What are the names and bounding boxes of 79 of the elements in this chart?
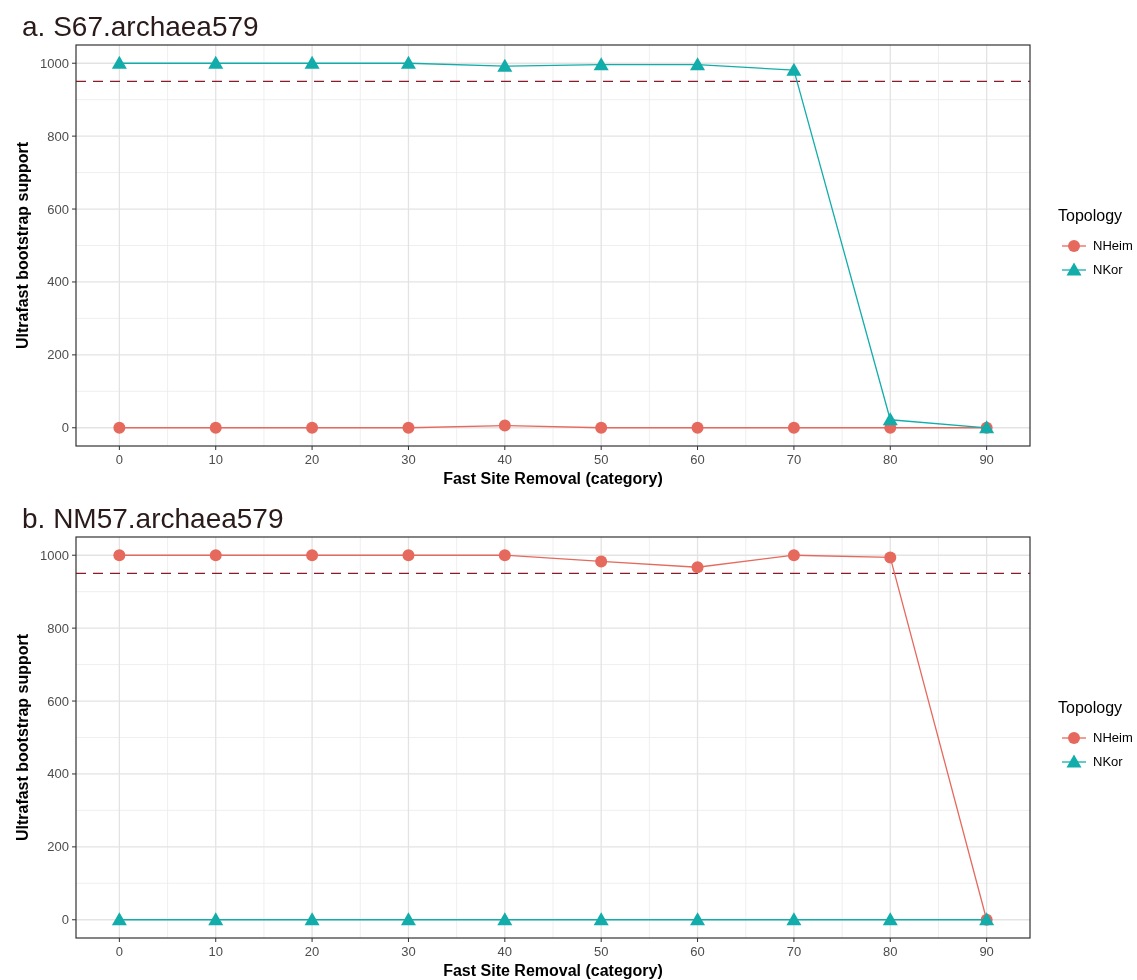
legend-title: Topology: [1058, 699, 1123, 716]
x-tick-label: 90: [979, 944, 994, 959]
y-axis-title: Ultrafast bootstrap support: [14, 141, 31, 350]
x-axis-title: Fast Site Removal (category): [443, 962, 663, 979]
point: [787, 421, 800, 434]
point: [884, 551, 897, 564]
y-tick-label: 400: [47, 766, 69, 782]
point: [113, 549, 126, 562]
point: [498, 549, 511, 562]
x-tick-label: 20: [304, 452, 320, 467]
point: [786, 912, 802, 926]
y-tick-label: 600: [47, 201, 69, 217]
point: [306, 549, 319, 562]
legend-label: NHeim: [1093, 730, 1133, 745]
point: [882, 912, 898, 926]
point: [690, 57, 706, 71]
point: [691, 421, 704, 434]
point: [400, 55, 416, 69]
x-tick-label: 60: [690, 452, 705, 467]
x-tick-label: 50: [593, 944, 609, 959]
point: [498, 419, 511, 432]
point: [691, 561, 704, 574]
y-tick-label: 0: [61, 420, 69, 436]
point: [786, 62, 802, 76]
point: [787, 549, 800, 562]
point: [595, 555, 608, 568]
point: [402, 421, 415, 434]
legend-label: NKor: [1093, 262, 1124, 277]
x-axis-title: Fast Site Removal (category): [443, 470, 663, 487]
x-tick-label: 60: [690, 944, 705, 959]
y-tick-label: 0: [61, 912, 69, 928]
point: [595, 421, 608, 434]
point: [497, 58, 513, 72]
x-tick-label: 0: [115, 452, 123, 467]
point: [209, 549, 222, 562]
x-tick-label: 20: [304, 944, 320, 959]
x-tick-label: 90: [979, 452, 994, 467]
x-tick-label: 80: [883, 944, 898, 959]
point: [593, 57, 609, 71]
x-tick-label: 80: [883, 452, 898, 467]
point: [306, 421, 319, 434]
legend-label: NHeim: [1093, 238, 1133, 253]
point: [304, 55, 320, 69]
y-tick-label: 200: [47, 347, 69, 363]
x-tick-label: 30: [401, 452, 416, 467]
point: [113, 421, 126, 434]
chart-title: a. S67.archaea579: [22, 11, 259, 42]
point: [593, 912, 609, 926]
x-tick-label: 40: [497, 944, 513, 959]
y-tick-label: 800: [47, 128, 69, 144]
point: [497, 912, 513, 926]
y-tick-label: 1000: [40, 55, 69, 71]
legend-title: Topology: [1058, 207, 1123, 224]
y-tick-label: 200: [47, 839, 69, 855]
y-tick-label: 400: [47, 274, 69, 290]
y-tick-label: 600: [47, 693, 69, 709]
x-tick-label: 70: [786, 944, 802, 959]
x-tick-label: 40: [497, 452, 513, 467]
point: [400, 912, 416, 926]
point: [208, 912, 224, 926]
point: [402, 549, 415, 562]
x-tick-label: 10: [208, 944, 223, 959]
point: [304, 912, 320, 926]
x-tick-label: 0: [115, 944, 123, 959]
point: [690, 912, 706, 926]
point: [111, 912, 127, 926]
x-tick-label: 10: [208, 452, 223, 467]
point: [882, 412, 898, 426]
y-tick-label: 800: [47, 620, 69, 636]
y-axis-title: Ultrafast bootstrap support: [14, 633, 31, 842]
chart-title: b. NM57.archaea579: [22, 503, 284, 534]
point: [209, 421, 222, 434]
point: [111, 55, 127, 69]
x-tick-label: 30: [401, 944, 416, 959]
point: [208, 55, 224, 69]
y-tick-label: 1000: [40, 547, 69, 563]
legend-label: NKor: [1093, 754, 1124, 769]
x-tick-label: 50: [593, 452, 609, 467]
x-tick-label: 70: [786, 452, 802, 467]
